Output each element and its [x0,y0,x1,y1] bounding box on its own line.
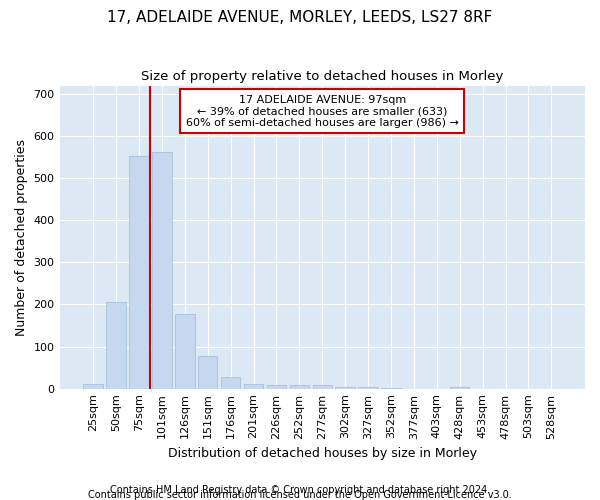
Bar [450,386,469,388]
Bar [221,378,241,388]
Text: 17, ADELAIDE AVENUE, MORLEY, LEEDS, LS27 8RF: 17, ADELAIDE AVENUE, MORLEY, LEEDS, LS27… [107,10,493,25]
Text: Contains public sector information licensed under the Open Government Licence v3: Contains public sector information licen… [88,490,512,500]
Bar [358,386,378,388]
Bar [313,386,332,388]
Bar [290,386,309,388]
Bar [335,386,355,388]
Title: Size of property relative to detached houses in Morley: Size of property relative to detached ho… [141,70,503,83]
Y-axis label: Number of detached properties: Number of detached properties [15,138,28,336]
Bar [267,386,286,388]
Text: 17 ADELAIDE AVENUE: 97sqm
← 39% of detached houses are smaller (633)
60% of semi: 17 ADELAIDE AVENUE: 97sqm ← 39% of detac… [186,94,459,128]
Bar [152,152,172,388]
X-axis label: Distribution of detached houses by size in Morley: Distribution of detached houses by size … [168,447,477,460]
Bar [83,384,103,388]
Text: Contains HM Land Registry data © Crown copyright and database right 2024.: Contains HM Land Registry data © Crown c… [110,485,490,495]
Bar [129,156,149,388]
Bar [106,302,126,388]
Bar [244,384,263,388]
Bar [198,356,217,388]
Bar [175,314,194,388]
